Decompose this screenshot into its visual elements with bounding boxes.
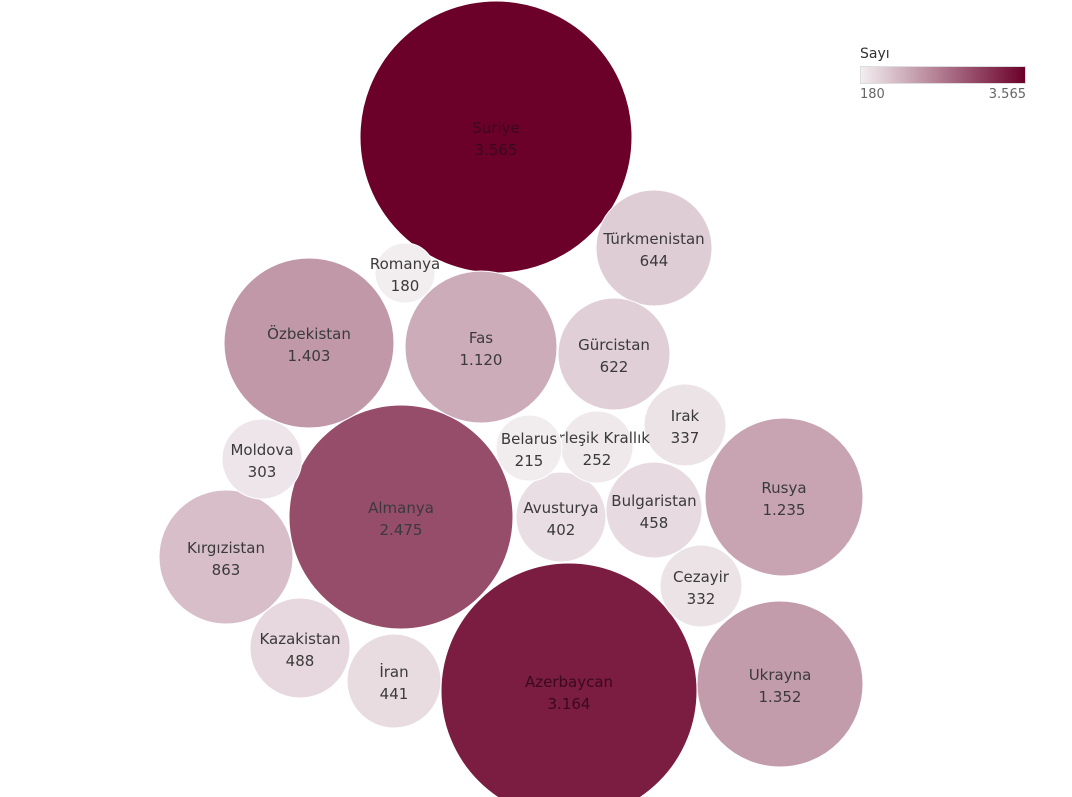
legend-title: Sayı	[860, 46, 890, 62]
bubble-moldova[interactable]: Moldova 303	[221, 418, 303, 500]
bubble-label: Cezayir	[673, 568, 730, 586]
bubble-label: Kırgızistan	[187, 539, 265, 557]
bubble-kazakistan[interactable]: Kazakistan 488	[249, 597, 351, 699]
bubble-value: 1.235	[763, 501, 806, 519]
bubble-value: 2.475	[380, 521, 423, 539]
bubble-bulgaristan[interactable]: Bulgaristan 458	[605, 461, 703, 559]
bubble-kirgizistan[interactable]: Kırgızistan 863	[158, 489, 294, 625]
bubble-rusya[interactable]: Rusya 1.235	[704, 417, 864, 577]
bubble-circle[interactable]	[605, 461, 703, 559]
bubble-cezayir[interactable]: Cezayir 332	[659, 544, 743, 628]
bubble-circle[interactable]	[221, 418, 303, 500]
bubble-label: Almanya	[368, 499, 434, 517]
bubble-label: İran	[379, 662, 408, 681]
bubble-value: 215	[515, 452, 544, 470]
bubble-label: Moldova	[230, 441, 293, 459]
bubble-value: 488	[286, 652, 315, 670]
bubble-label: Fas	[469, 329, 493, 347]
bubble-fas[interactable]: Fas 1.120	[404, 270, 558, 424]
bubble-value: 863	[212, 561, 241, 579]
bubble-value: 3.164	[548, 695, 591, 713]
bubble-label: Irak	[671, 407, 700, 425]
bubble-label: Suriye	[472, 119, 519, 137]
bubble-circle[interactable]	[249, 597, 351, 699]
bubble-gurcistan[interactable]: Gürcistan 622	[557, 297, 671, 411]
bubble-label: Gürcistan	[578, 336, 650, 354]
bubble-circle[interactable]	[359, 0, 633, 274]
bubble-label: Kazakistan	[259, 630, 340, 648]
bubble-value: 402	[547, 521, 576, 539]
bubble-value: 1.352	[759, 688, 802, 706]
bubble-value: 180	[391, 277, 420, 295]
bubble-birlesik-krallik[interactable]: Birleşik Krallık 252	[544, 410, 650, 484]
bubble-ozbekistan[interactable]: Özbekistan 1.403	[223, 257, 395, 429]
bubble-circle[interactable]	[404, 270, 558, 424]
bubble-azerbaycan[interactable]: Azerbaycan 3.164	[440, 562, 698, 797]
bubble-circle[interactable]	[595, 189, 713, 307]
bubble-label: Birleşik Krallık	[544, 429, 650, 447]
bubble-value: 252	[583, 451, 612, 469]
bubble-value: 441	[380, 685, 409, 703]
bubble-romanya[interactable]: Romanya 180	[370, 242, 440, 304]
bubble-circle[interactable]	[346, 633, 442, 729]
bubble-label: Bulgaristan	[611, 492, 696, 510]
bubble-circle[interactable]	[158, 489, 294, 625]
bubble-label: Avusturya	[523, 499, 598, 517]
bubble-label: Azerbaycan	[525, 673, 613, 691]
bubble-value: 303	[248, 463, 277, 481]
bubble-label: Belarus	[501, 430, 558, 448]
bubble-avusturya[interactable]: Avusturya 402	[515, 471, 607, 563]
bubble-circle[interactable]	[560, 410, 634, 484]
legend-max-label: 3.565	[988, 87, 1026, 102]
bubble-ukrayna[interactable]: Ukrayna 1.352	[696, 600, 864, 768]
bubble-suriye[interactable]: Suriye 3.565	[359, 0, 633, 274]
bubble-almanya[interactable]: Almanya 2.475	[288, 404, 514, 630]
bubble-belarus[interactable]: Belarus 215	[495, 414, 563, 482]
bubble-circle[interactable]	[288, 404, 514, 630]
bubble-turkmenistan[interactable]: Türkmenistan 644	[595, 189, 713, 307]
bubble-label: Romanya	[370, 255, 440, 273]
legend-min-label: 180	[860, 87, 885, 102]
bubble-value: 1.120	[460, 351, 503, 369]
bubble-label: Özbekistan	[267, 324, 351, 343]
bubble-irak[interactable]: Irak 337	[643, 383, 727, 467]
bubble-circle[interactable]	[495, 414, 563, 482]
bubble-value: 1.403	[288, 347, 331, 365]
bubble-value: 458	[640, 514, 669, 532]
bubble-circle[interactable]	[643, 383, 727, 467]
bubble-circle[interactable]	[696, 600, 864, 768]
bubble-value: 622	[600, 358, 629, 376]
bubble-circle[interactable]	[515, 471, 607, 563]
bubble-circle[interactable]	[659, 544, 743, 628]
bubble-circle[interactable]	[374, 242, 436, 304]
legend-gradient-bar	[860, 66, 1026, 84]
bubble-value: 332	[687, 590, 716, 608]
bubble-iran[interactable]: İran 441	[346, 633, 442, 729]
bubble-label: Türkmenistan	[602, 230, 704, 248]
bubble-value: 3.565	[475, 141, 518, 159]
bubble-label: Ukrayna	[749, 666, 812, 684]
bubble-label: Rusya	[761, 479, 806, 497]
color-legend: Sayı 180 3.565	[860, 46, 1026, 102]
bubble-value: 337	[671, 429, 700, 447]
bubble-circle[interactable]	[557, 297, 671, 411]
legend-labels: 180 3.565	[860, 87, 1026, 102]
bubble-value: 644	[640, 252, 669, 270]
bubble-circle[interactable]	[223, 257, 395, 429]
bubble-circle[interactable]	[704, 417, 864, 577]
